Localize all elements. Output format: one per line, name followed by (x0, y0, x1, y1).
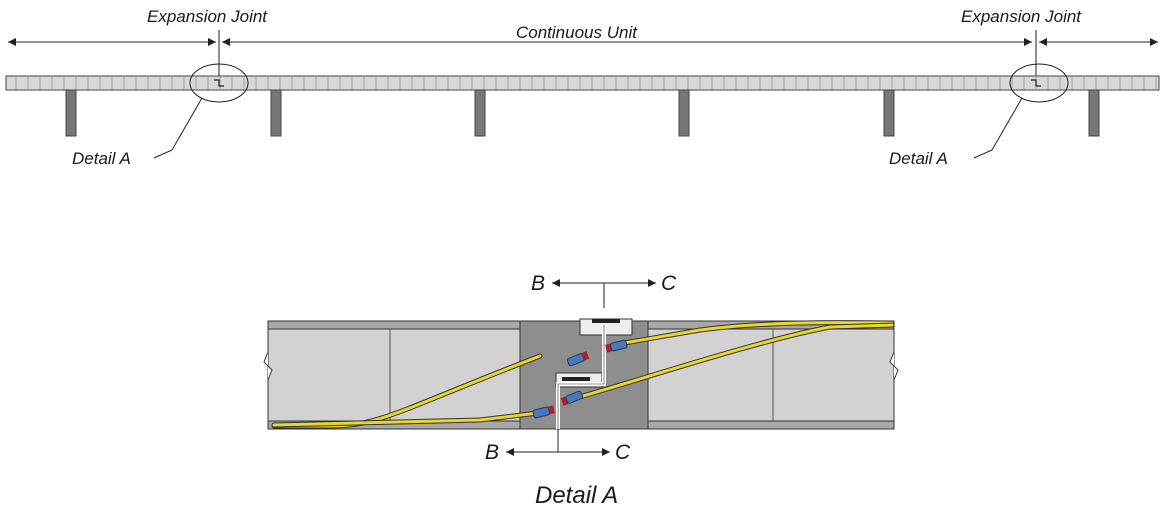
pier-6 (1088, 89, 1100, 137)
connector-2-icon (532, 405, 555, 419)
left-joint-label: Expansion Joint (147, 7, 268, 26)
right-slab (647, 328, 895, 422)
left-detail-callout: Detail A (72, 149, 131, 168)
pier-2 (270, 89, 282, 137)
detail-title: Detail A (535, 482, 618, 509)
overview-elevation: Expansion Joint Expansion Joint Continuo… (5, 7, 1160, 168)
left-detail-leader (153, 97, 203, 159)
connector-4-icon (560, 390, 584, 406)
detail-a-section: B C B C Detail A (263, 272, 899, 509)
pier-5 (883, 89, 895, 137)
connector-3-icon (605, 339, 628, 353)
right-detail-circle (1009, 63, 1069, 103)
lower-bearing-plate (562, 377, 590, 381)
right-break-mark-icon (889, 351, 899, 381)
pier-3 (474, 89, 486, 137)
deck-segment-lines (15, 76, 1157, 90)
bridge-deck (5, 75, 1160, 91)
section-bottom-b: B (485, 441, 499, 464)
connector-1-icon (566, 351, 590, 367)
right-detail-leader (973, 97, 1023, 159)
section-top-c: C (661, 272, 677, 295)
joint-gap-outline (557, 325, 605, 429)
right-detail-callout: Detail A (889, 149, 948, 168)
left-break-mark-icon (263, 351, 273, 381)
section-top-b: B (531, 272, 545, 295)
left-detail-circle (189, 63, 249, 103)
left-joint-notch-icon (214, 79, 224, 87)
right-joint-notch-icon (1031, 79, 1041, 87)
left-slab (267, 328, 521, 422)
continuous-unit-label: Continuous Unit (516, 23, 638, 42)
upper-bearing-plate (592, 319, 620, 323)
pier-1 (65, 89, 77, 137)
pier-4 (678, 89, 690, 137)
fiber-cables (271, 320, 895, 429)
section-bottom-c: C (615, 441, 631, 464)
right-joint-label: Expansion Joint (961, 7, 1082, 26)
